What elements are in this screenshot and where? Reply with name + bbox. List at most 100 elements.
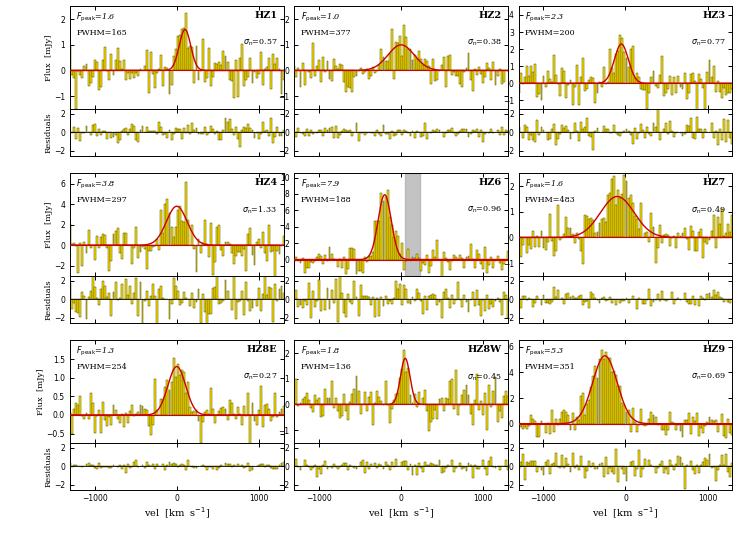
Bar xyxy=(233,245,235,264)
Bar xyxy=(138,132,139,142)
Bar xyxy=(576,131,578,132)
Bar xyxy=(389,132,391,139)
Bar xyxy=(499,259,500,263)
Bar xyxy=(77,299,79,312)
Bar xyxy=(391,462,393,466)
Bar xyxy=(551,410,553,424)
Bar xyxy=(210,223,212,245)
Bar xyxy=(152,464,154,466)
Bar xyxy=(651,78,652,83)
Bar xyxy=(355,259,358,274)
Bar xyxy=(154,131,156,132)
Bar xyxy=(127,415,129,423)
Bar xyxy=(189,132,191,134)
Bar xyxy=(339,132,341,134)
Bar xyxy=(408,49,409,71)
Bar xyxy=(630,195,631,238)
Bar xyxy=(82,245,83,266)
Bar xyxy=(260,299,262,311)
Bar xyxy=(171,71,172,85)
Bar xyxy=(216,131,218,132)
Bar xyxy=(615,449,617,466)
Bar xyxy=(592,376,594,424)
Bar xyxy=(316,132,318,133)
Bar xyxy=(368,256,370,259)
Bar xyxy=(118,245,121,253)
Bar xyxy=(542,295,545,299)
Bar xyxy=(71,244,73,245)
Bar xyxy=(573,83,576,87)
Bar xyxy=(472,404,474,425)
Bar xyxy=(476,250,478,259)
Bar xyxy=(549,424,551,434)
Bar xyxy=(358,259,360,271)
Bar xyxy=(355,466,358,469)
Bar xyxy=(300,71,302,87)
Bar xyxy=(686,465,687,466)
Bar xyxy=(659,75,661,83)
Bar xyxy=(220,132,222,140)
Bar xyxy=(557,132,559,139)
Bar xyxy=(194,299,195,308)
Bar xyxy=(355,71,358,75)
Bar xyxy=(442,252,445,259)
Bar xyxy=(725,132,727,142)
Bar xyxy=(715,420,717,424)
Bar xyxy=(241,465,243,466)
Bar xyxy=(492,299,495,308)
Bar xyxy=(85,245,88,253)
Bar xyxy=(185,298,187,299)
Bar xyxy=(214,415,216,423)
Bar xyxy=(129,411,131,415)
Bar xyxy=(420,132,422,136)
Bar xyxy=(418,463,420,466)
Bar xyxy=(214,132,216,134)
Bar xyxy=(534,238,537,247)
Bar xyxy=(704,424,707,426)
Bar xyxy=(570,296,571,299)
Bar xyxy=(453,71,455,72)
Bar xyxy=(156,71,158,73)
Bar xyxy=(123,415,125,427)
Bar xyxy=(618,190,619,238)
Bar xyxy=(113,465,114,466)
Bar xyxy=(294,297,295,299)
Bar xyxy=(590,218,592,238)
Bar xyxy=(723,424,725,436)
Bar xyxy=(88,415,90,419)
Bar xyxy=(204,127,205,132)
Bar xyxy=(106,297,108,299)
Bar xyxy=(204,466,205,467)
Bar xyxy=(254,465,255,466)
Bar xyxy=(549,466,551,473)
Text: FWHM=254: FWHM=254 xyxy=(77,363,127,371)
Bar xyxy=(607,358,609,424)
Bar xyxy=(239,245,241,252)
Bar xyxy=(605,83,606,85)
Bar xyxy=(364,296,366,299)
Bar xyxy=(549,79,551,83)
Bar xyxy=(360,404,361,414)
Bar xyxy=(711,77,712,83)
Bar xyxy=(254,71,255,72)
Bar xyxy=(110,299,113,316)
Bar xyxy=(75,71,77,109)
Bar xyxy=(191,293,194,299)
Bar xyxy=(692,466,694,470)
Bar xyxy=(441,398,442,404)
Bar xyxy=(386,299,389,304)
Bar xyxy=(570,466,571,472)
Bar xyxy=(79,132,81,141)
Bar xyxy=(663,83,665,96)
Bar xyxy=(459,404,461,406)
Bar xyxy=(646,232,648,238)
Bar xyxy=(183,292,185,299)
Bar xyxy=(322,465,325,466)
Bar xyxy=(537,236,538,238)
Bar xyxy=(316,66,318,71)
Bar xyxy=(295,71,297,77)
Bar xyxy=(551,129,553,132)
Bar xyxy=(69,224,71,245)
Bar xyxy=(83,465,85,466)
Bar xyxy=(351,299,353,304)
